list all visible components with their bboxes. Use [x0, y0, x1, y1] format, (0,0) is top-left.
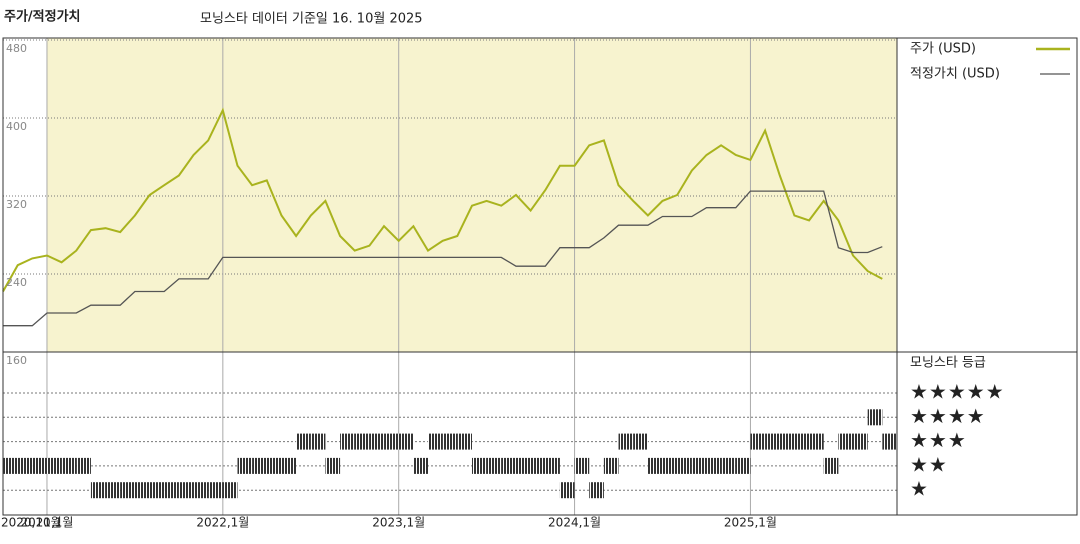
rating-bar [823, 457, 839, 474]
rating-bar [618, 433, 634, 450]
rating-label: ★★★★ [910, 404, 986, 428]
rating-bar [545, 457, 560, 474]
rating-bar [237, 457, 253, 474]
series-line [2, 107, 883, 292]
rating-bar [735, 457, 751, 474]
plot-background [47, 38, 897, 352]
rating-bar [765, 433, 780, 450]
y-tick-label: 400 [6, 120, 27, 133]
rating-bar [853, 433, 868, 450]
x-tick-label: 2023,1월 [372, 516, 425, 530]
rating-bar [134, 482, 150, 499]
rating-bar [193, 482, 209, 499]
rating-bar [442, 433, 458, 450]
rating-bar [164, 482, 179, 499]
rating-label: ★★★★★ [910, 380, 1005, 404]
rating-bar [691, 457, 707, 474]
legend-label: 적정가치 (USD) [910, 67, 1000, 82]
rating-bar [413, 457, 429, 474]
rating-bar [603, 457, 619, 474]
rating-bar [530, 457, 546, 474]
rating-bar [32, 457, 47, 474]
x-tick-label: 2022,1월 [196, 516, 249, 530]
rating-bar [647, 457, 663, 474]
rating-bar [17, 457, 33, 474]
rating-bar [340, 433, 355, 450]
rating-bar [779, 433, 795, 450]
x-tick-label: 2024,1월 [548, 516, 601, 530]
rating-bar [633, 433, 648, 450]
rating-bar [222, 482, 238, 499]
rating-bar [515, 457, 531, 474]
rating-bar [809, 433, 824, 450]
x-tick-label: 2020,10월 [1, 516, 62, 530]
rating-bar [76, 457, 91, 474]
rating-bar [486, 457, 502, 474]
rating-bar [252, 457, 267, 474]
legend-label: 주가 (USD) [910, 42, 976, 57]
rating-bar [281, 457, 297, 474]
rating-bar [867, 409, 883, 426]
rating-bar [325, 457, 341, 474]
frame [2, 37, 1078, 516]
rating-bar [574, 457, 590, 474]
rating-bar [208, 482, 223, 499]
rating-bar [721, 457, 736, 474]
rating-bar [3, 457, 18, 474]
rating-bar [706, 457, 722, 474]
rating-bar [750, 433, 766, 450]
rating-bar [384, 433, 399, 450]
y-tick-label: 480 [6, 42, 27, 55]
rating-label: ★ [910, 477, 929, 501]
rating-bar [882, 433, 897, 450]
rating-bar [120, 482, 135, 499]
rating-bar [559, 482, 575, 499]
rating-label: ★★ [910, 452, 948, 476]
rating-bar [266, 457, 282, 474]
x-tick-label: 2021,1월 [20, 516, 73, 530]
x-tick-label: 2025,1월 [724, 516, 777, 530]
series-line [3, 190, 883, 327]
rating-bar [105, 482, 121, 499]
rating-bar [90, 482, 106, 499]
rating-bar [178, 482, 194, 499]
rating-bar [296, 433, 311, 450]
rating-bar [149, 482, 165, 499]
rating-bar [589, 482, 604, 499]
panel-title: 모닝스타 등급 [910, 356, 986, 371]
rating-bar [677, 457, 692, 474]
rating-bar [662, 457, 678, 474]
y-tick-label: 160 [6, 354, 27, 367]
rating-bar [471, 457, 487, 474]
y-tick-label: 320 [6, 198, 27, 211]
rating-bar [794, 433, 810, 450]
rating-bar [398, 433, 414, 450]
rating-bar [46, 457, 62, 474]
rating-bar [369, 433, 385, 450]
rating-bar [61, 457, 77, 474]
rating-bar [354, 433, 370, 450]
rating-bar [428, 433, 443, 450]
y-tick-label: 240 [6, 276, 27, 289]
chart-title: 주가/적정가치 [4, 9, 81, 25]
rating-bar [310, 433, 326, 450]
chart-subtitle: 모닝스타 데이터 기준일 16. 10월 2025 [200, 12, 423, 27]
rating-bar [838, 433, 854, 450]
rating-bar [501, 457, 516, 474]
rating-label: ★★★ [910, 428, 967, 452]
rating-bar [457, 433, 472, 450]
